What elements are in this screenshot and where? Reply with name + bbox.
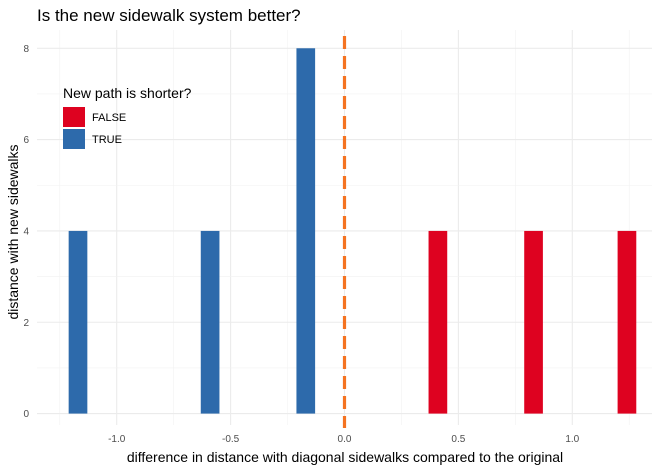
bars <box>68 48 637 414</box>
chart-title: Is the new sidewalk system better? <box>37 6 301 25</box>
y-axis-label: distance with new sidewalks <box>5 144 21 319</box>
legend: New path is shorter? FALSE TRUE <box>63 85 192 149</box>
x-tick-label: 0.0 <box>338 434 352 445</box>
legend-label-false: FALSE <box>92 112 126 124</box>
bar-false <box>524 230 543 414</box>
legend-swatch-false <box>63 107 85 127</box>
x-tick-label: 0.5 <box>451 434 465 445</box>
x-tick-label: 1.0 <box>565 434 579 445</box>
x-axis-label: difference in distance with diagonal sid… <box>127 449 563 465</box>
legend-entries: FALSE TRUE <box>63 107 126 149</box>
y-tick-label: 0 <box>23 409 29 420</box>
x-tick-label: -0.5 <box>222 434 240 445</box>
legend-label-true: TRUE <box>92 134 122 146</box>
bar-false <box>617 230 637 414</box>
y-tick-label: 8 <box>23 44 29 55</box>
legend-title: New path is shorter? <box>63 85 192 101</box>
y-tick-label: 6 <box>23 135 29 146</box>
y-tick-label: 2 <box>23 318 29 329</box>
bar-true <box>200 230 220 414</box>
y-tick-labels: 0 2 4 6 8 <box>23 44 29 420</box>
bar-true <box>68 230 88 414</box>
x-tick-label: -1.0 <box>108 434 126 445</box>
y-tick-label: 4 <box>23 226 29 237</box>
legend-swatch-true <box>63 129 85 149</box>
bar-true <box>296 48 316 414</box>
bar-false <box>428 230 448 414</box>
x-tick-labels: -1.0 -0.5 0.0 0.5 1.0 <box>108 434 580 445</box>
